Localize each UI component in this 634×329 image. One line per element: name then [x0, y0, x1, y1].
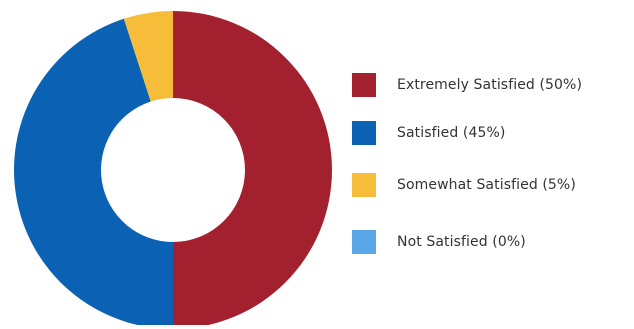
- legend-swatch-somewhat-satisfied: [352, 173, 376, 197]
- legend-item-extremely-satisfied: Extremely Satisfied (50%): [352, 70, 582, 100]
- legend-label-extremely-satisfied: Extremely Satisfied (50%): [397, 77, 583, 93]
- slice-layer: [14, 11, 332, 329]
- legend-swatch-satisfied: [352, 121, 376, 145]
- legend-label-somewhat-satisfied: Somewhat Satisfied (5%): [397, 177, 576, 193]
- donut-slice-satisfied: [14, 18, 173, 329]
- legend-item-satisfied: Satisfied (45%): [352, 118, 505, 148]
- donut-slice-somewhat-satisfied: [123, 11, 173, 102]
- legend-label-satisfied: Satisfied (45%): [397, 125, 506, 141]
- legend-swatch-extremely-satisfied: [352, 73, 376, 97]
- legend-swatch-not-satisfied: [352, 230, 376, 254]
- legend-label-not-satisfied: Not Satisfied (0%): [397, 234, 526, 250]
- donut-slice-extremely-satisfied: [173, 11, 332, 329]
- legend-item-somewhat-satisfied: Somewhat Satisfied (5%): [352, 170, 576, 200]
- legend-item-not-satisfied: Not Satisfied (0%): [352, 227, 526, 257]
